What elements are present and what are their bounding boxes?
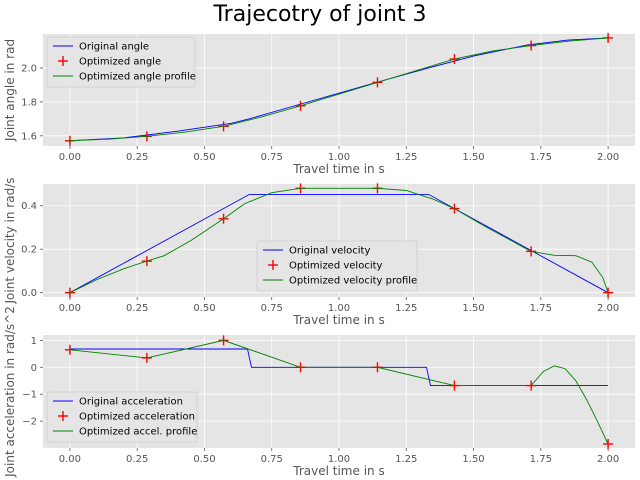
y-tick-label: 1: [31, 336, 37, 347]
chart-panel-3: 0.00 0.25 0.50 0.75 1.00 1.25 1.50 1.75 2.00 −2 −1…: [3, 306, 635, 478]
legend: Original acceleration Optimized accelerat…: [46, 391, 198, 443]
x-axis-label: Travel time in s: [292, 464, 384, 478]
x-tick-label: 1.50: [462, 303, 484, 314]
y-tick-label: 2.0: [21, 63, 37, 74]
x-axis-label: Travel time in s: [292, 313, 384, 327]
data-layer: [64, 183, 614, 298]
x-tick-label: 0.75: [261, 152, 283, 163]
x-tick-label: 0.25: [126, 454, 148, 465]
x-tick-label: 1.75: [530, 152, 552, 163]
legend-box: [46, 391, 198, 443]
y-tick-label: 1.8: [21, 97, 37, 108]
x-axis-label: Travel time in s: [292, 162, 384, 176]
y-tick-label: 0.2: [21, 245, 37, 256]
legend-label: Optimized velocity profile: [289, 276, 417, 287]
chart-panel-1: 0.00 0.25 0.50 0.75 1.00 1.25 1.50 1.75 2.00 1.6 1…: [3, 32, 635, 176]
y-tick-label: 0.0: [21, 288, 37, 299]
x-tick-label: 0.50: [193, 152, 215, 163]
x-tick-label: 1.25: [395, 303, 417, 314]
y-axis-label: Joint acceleration in rad/s^2: [3, 306, 17, 478]
x-tick-label: 2.00: [597, 454, 619, 465]
x-tick-label: 1.75: [530, 303, 552, 314]
legend-label: Optimized angle: [79, 57, 161, 68]
x-tick-label: 0.25: [126, 152, 148, 163]
x-tick-label: 1.50: [462, 454, 484, 465]
x-tick-label: 0.00: [59, 152, 81, 163]
y-tick-label: −2: [22, 417, 37, 428]
y-axis-label: Joint angle in rad: [3, 39, 17, 142]
legend-label: Optimized acceleration: [79, 412, 195, 423]
y-tick-label: 0.4: [21, 201, 37, 212]
y-tick-label: 1.6: [21, 131, 37, 142]
x-tick-label: 1.00: [328, 454, 350, 465]
y-tick-label: −1: [22, 390, 37, 401]
x-tick-label: 1.25: [395, 454, 417, 465]
x-tick-label: 1.25: [395, 152, 417, 163]
series-line-3: [69, 339, 609, 445]
legend: Original angle Optimized angle Optimized a…: [46, 36, 196, 88]
x-tick-label: 0.50: [193, 303, 215, 314]
x-tick-label: 0.00: [59, 454, 81, 465]
x-tick-label: 1.00: [328, 152, 350, 163]
legend-label: Original velocity: [289, 246, 370, 257]
legend-label: Original acceleration: [79, 397, 183, 408]
x-tick-label: 2.00: [597, 152, 619, 163]
series-line-3: [69, 37, 609, 142]
x-tick-label: 0.25: [126, 303, 148, 314]
x-tick-label: 0.75: [261, 303, 283, 314]
legend-box: [46, 36, 196, 88]
x-tick-label: 0.50: [193, 454, 215, 465]
series-line-1: [69, 193, 609, 294]
y-tick-label: 0: [31, 363, 37, 374]
legend-label: Optimized accel. profile: [79, 427, 197, 438]
x-tick-label: 1.00: [328, 303, 350, 314]
legend: Original velocity Optimized velocity Optim…: [256, 240, 418, 292]
chart-panel-2: 0.00 0.25 0.50 0.75 1.00 1.25 1.50 1.75 2.00 0.0 0…: [3, 177, 635, 327]
figure-title: Trajecotry of joint 3: [212, 2, 426, 27]
x-tick-label: 0.00: [59, 303, 81, 314]
x-tick-label: 0.75: [261, 454, 283, 465]
data-layer: [64, 335, 614, 449]
y-axis-label: Joint velocity in rad/s: [3, 177, 17, 304]
data-layer: [64, 32, 614, 146]
chart-panels: 0.00 0.25 0.50 0.75 1.00 1.25 1.50 1.75 2.001.61…: [3, 32, 635, 478]
x-tick-label: 1.50: [462, 152, 484, 163]
legend-label: Original angle: [79, 42, 149, 53]
x-tick-label: 2.00: [597, 303, 619, 314]
series-line-3: [69, 187, 609, 294]
x-tick-label: 1.75: [530, 454, 552, 465]
legend-label: Optimized velocity: [289, 261, 383, 272]
legend-label: Optimized angle profile: [79, 72, 196, 83]
legend-box: [256, 240, 418, 292]
